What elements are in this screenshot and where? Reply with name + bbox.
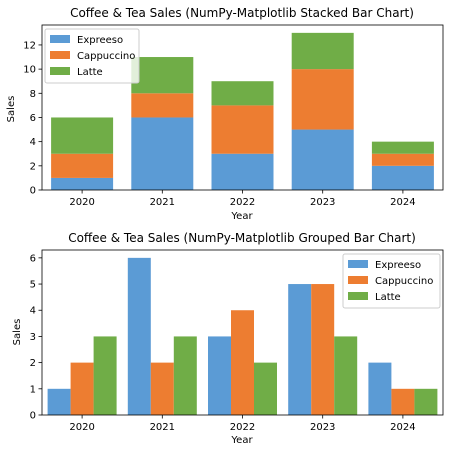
bar-latte-2021 xyxy=(131,57,194,94)
legend-label-cappuccino: Cappuccino xyxy=(375,276,433,287)
bar-cappuccino-2020 xyxy=(51,153,114,178)
bar-cappuccino-2023 xyxy=(291,69,354,130)
bar-cappuccino-2021 xyxy=(131,93,194,118)
y-tick-label: 6 xyxy=(30,253,36,264)
x-tick-label: 2022 xyxy=(230,197,255,208)
bar-latte-2022 xyxy=(254,362,277,415)
legend-swatch-cappuccino xyxy=(50,51,70,59)
bar-latte-2020 xyxy=(93,336,117,415)
bars xyxy=(51,32,434,190)
bar-expreeso-2020 xyxy=(47,388,71,415)
x-tick-label: 2020 xyxy=(69,197,94,208)
legend-swatch-cappuccino xyxy=(348,276,368,284)
y-axis-label: Sales xyxy=(12,319,23,346)
bars xyxy=(47,257,438,415)
y-tick-label: 4 xyxy=(30,306,36,317)
bar-latte-2023 xyxy=(334,336,358,415)
legend-label-cappuccino: Cappuccino xyxy=(77,51,135,62)
y-tick-label: 0 xyxy=(30,411,36,422)
y-tick-label: 6 xyxy=(30,113,36,124)
chart-title: Coffee & Tea Sales (NumPy-Matplotlib Gro… xyxy=(68,231,416,245)
y-axis-label: Sales xyxy=(6,96,17,123)
bar-expreeso-2023 xyxy=(288,284,312,415)
y-tick-label: 10 xyxy=(23,65,36,76)
bar-latte-2020 xyxy=(51,117,114,154)
y-tick-label: 2 xyxy=(30,161,36,172)
x-tick-label: 2020 xyxy=(69,422,94,433)
y-tick-label: 12 xyxy=(23,40,36,51)
x-axis-label: Year xyxy=(230,435,253,446)
legend-swatch-latte xyxy=(348,292,368,300)
chart-title: Coffee & Tea Sales (NumPy-Matplotlib Sta… xyxy=(70,6,414,20)
bar-cappuccino-2023 xyxy=(311,284,335,415)
bar-expreeso-2021 xyxy=(131,117,194,190)
legend-label-expreeso: Expreeso xyxy=(77,35,123,46)
y-tick-label: 8 xyxy=(30,89,36,100)
bar-cappuccino-2024 xyxy=(371,153,434,166)
bar-expreeso-2023 xyxy=(291,129,354,190)
bar-cappuccino-2020 xyxy=(70,362,94,415)
legend-swatch-latte xyxy=(50,67,70,75)
y-tick-label: 2 xyxy=(30,358,36,369)
y-tick-label: 0 xyxy=(30,186,36,197)
y-tick-label: 4 xyxy=(30,137,36,148)
x-tick-label: 2023 xyxy=(310,422,335,433)
legend: Expreeso Cappuccino Latte xyxy=(342,253,441,309)
legend: Expreeso Cappuccino Latte xyxy=(44,28,140,84)
bar-latte-2024 xyxy=(414,388,438,415)
bar-latte-2021 xyxy=(173,336,197,415)
bar-latte-2022 xyxy=(211,81,274,106)
y-tick-label: 5 xyxy=(30,280,36,291)
bar-cappuccino-2022 xyxy=(211,105,274,154)
bar-expreeso-2024 xyxy=(371,165,434,190)
x-tick-label: 2022 xyxy=(230,422,255,433)
x-tick-label: 2024 xyxy=(390,422,415,433)
bar-cappuccino-2021 xyxy=(150,362,174,415)
legend-label-latte: Latte xyxy=(77,67,103,78)
x-tick-label: 2021 xyxy=(150,422,175,433)
x-tick-label: 2024 xyxy=(390,197,415,208)
stacked-bar-chart: Coffee & Tea Sales (NumPy-Matplotlib Sta… xyxy=(6,6,444,222)
bar-cappuccino-2024 xyxy=(391,388,415,415)
bar-expreeso-2020 xyxy=(51,177,114,190)
bar-latte-2023 xyxy=(291,32,354,70)
legend-swatch-expreeso xyxy=(50,35,70,43)
bar-expreeso-2024 xyxy=(368,362,392,415)
y-tick-label: 3 xyxy=(30,332,36,343)
bar-expreeso-2021 xyxy=(127,257,151,415)
x-tick-label: 2021 xyxy=(150,197,175,208)
y-tick-label: 1 xyxy=(30,384,36,395)
bar-cappuccino-2022 xyxy=(231,310,254,415)
legend-label-latte: Latte xyxy=(375,292,401,303)
bar-expreeso-2022 xyxy=(211,153,274,190)
legend-label-expreeso: Expreeso xyxy=(375,260,421,271)
x-tick-label: 2023 xyxy=(310,197,335,208)
bar-expreeso-2022 xyxy=(208,336,231,415)
grouped-bar-chart: Coffee & Tea Sales (NumPy-Matplotlib Gro… xyxy=(12,231,444,446)
bar-latte-2024 xyxy=(371,141,434,154)
x-axis-label: Year xyxy=(230,211,253,222)
legend-swatch-expreeso xyxy=(348,260,368,268)
